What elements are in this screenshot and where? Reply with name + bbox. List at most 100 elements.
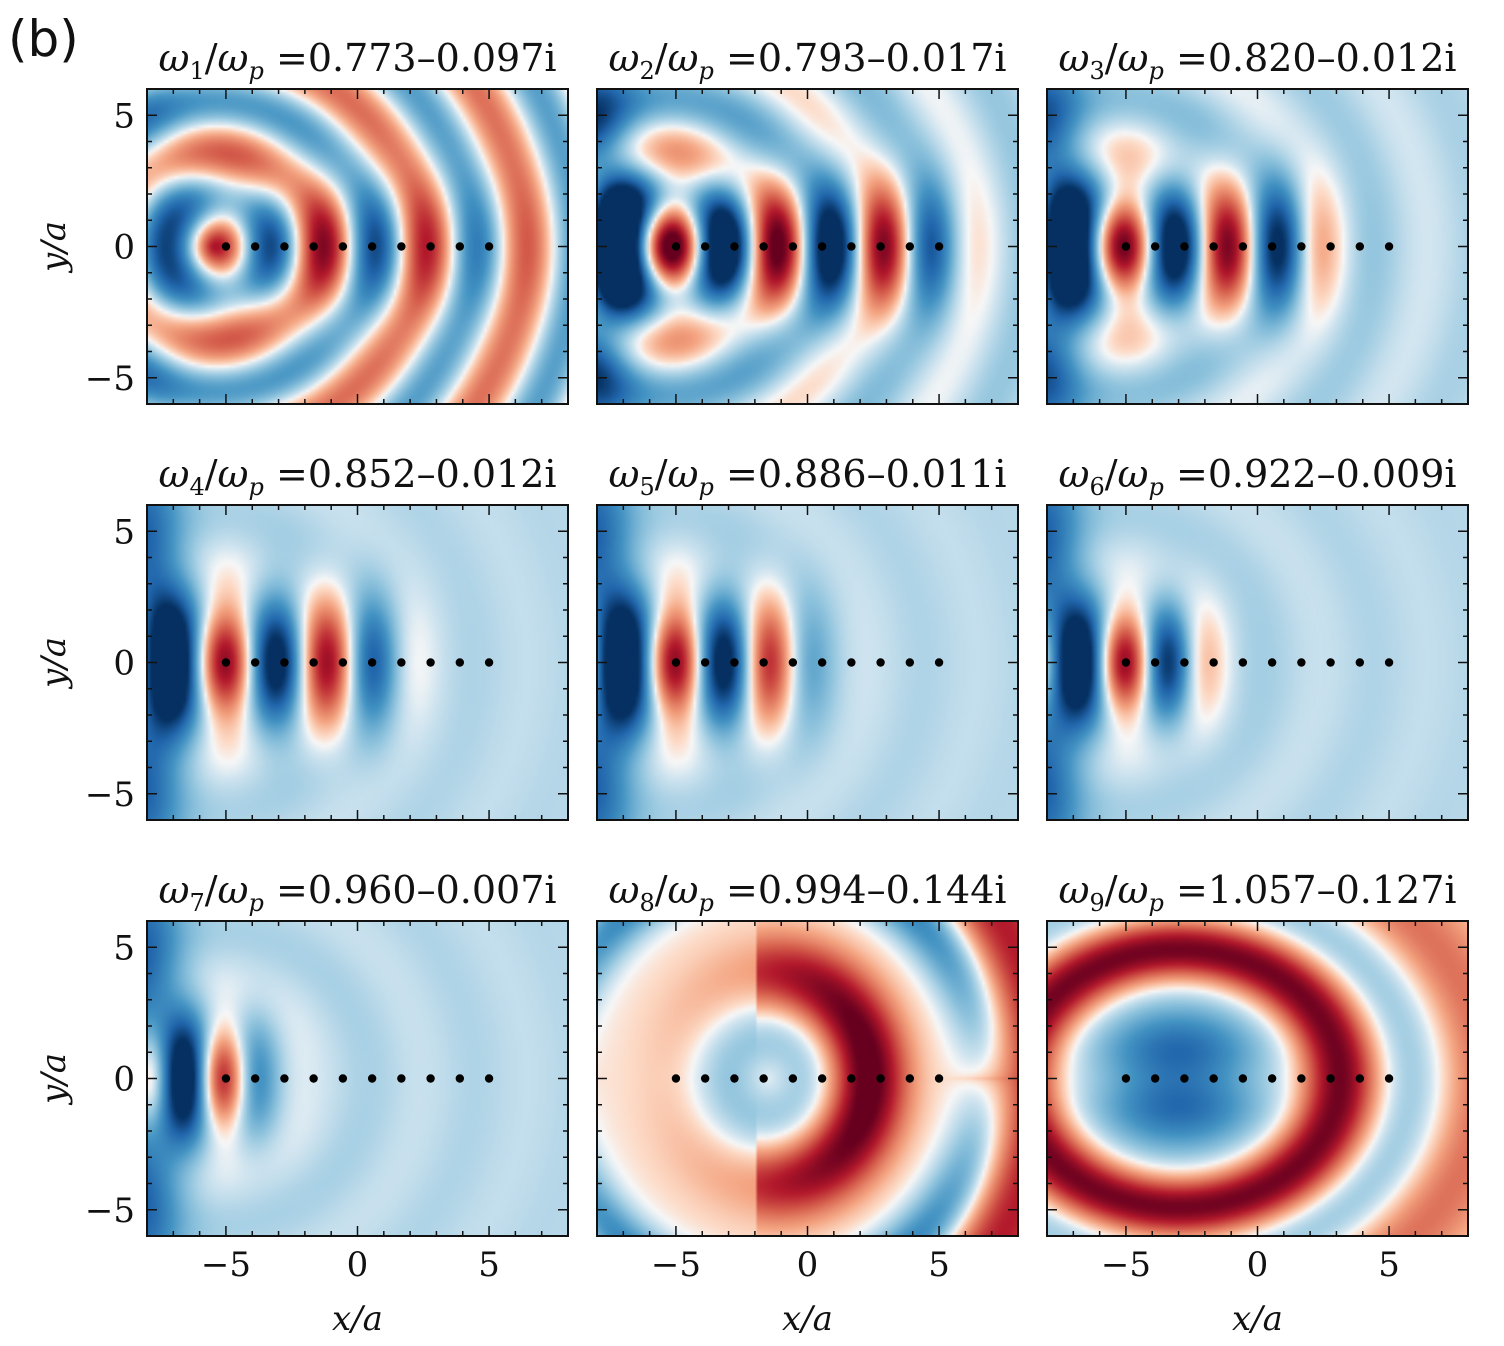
particle-dot bbox=[309, 658, 318, 667]
particle-dot bbox=[671, 242, 681, 251]
particle-dot bbox=[905, 242, 915, 251]
mode-index: 2 bbox=[639, 57, 654, 85]
eigenfrequency-value: =0.886–0.011i bbox=[714, 452, 1007, 496]
mode-index: 3 bbox=[1089, 57, 1104, 85]
particle-dot bbox=[1355, 1074, 1365, 1083]
particle-dot bbox=[1150, 1074, 1160, 1083]
mode-index: 7 bbox=[189, 889, 204, 917]
panel-title: ω5/ωp =0.886–0.011i bbox=[608, 452, 1006, 501]
particle-dot bbox=[759, 242, 768, 251]
x-tick-label: 5 bbox=[928, 1245, 950, 1285]
particle-dot bbox=[1180, 1074, 1189, 1083]
particle-dot bbox=[309, 242, 318, 251]
heatmap-panel-9: ω9/ωp =1.057–0.127i−5 0 5x/a bbox=[1046, 868, 1469, 1339]
eigenfrequency-value: =0.994–0.144i bbox=[714, 868, 1007, 912]
slash: / bbox=[655, 36, 668, 80]
field-map bbox=[597, 505, 1018, 820]
particle-dot bbox=[847, 242, 856, 251]
particle-dot bbox=[730, 658, 739, 667]
eigenfrequency-value: =0.922–0.009i bbox=[1164, 452, 1457, 496]
omega-p-symbol: ω bbox=[1118, 452, 1149, 496]
heatmap-panel-2: ω2/ωp =0.793–0.017i bbox=[596, 36, 1019, 405]
particle-dot bbox=[1238, 658, 1248, 667]
heatmap-panel-3: ω3/ωp =0.820–0.012i bbox=[1046, 36, 1469, 405]
y-tick-label: −5 bbox=[85, 1191, 135, 1231]
x-tick-label: 5 bbox=[478, 1245, 500, 1285]
field-map bbox=[1047, 505, 1468, 820]
eigenfrequency-value: =0.852–0.012i bbox=[264, 452, 557, 496]
mode-index: 5 bbox=[639, 473, 654, 501]
eigenfrequency-value: =0.820–0.012i bbox=[1164, 36, 1457, 80]
omega-symbol: ω bbox=[158, 452, 189, 496]
omega-symbol: ω bbox=[608, 868, 639, 912]
particle-dot bbox=[759, 1074, 768, 1083]
panel-title: ω3/ωp =0.820–0.012i bbox=[1058, 36, 1456, 85]
particle-dot bbox=[700, 242, 710, 251]
particle-dot bbox=[788, 1074, 798, 1083]
particle-dot bbox=[934, 658, 944, 667]
field-map bbox=[147, 89, 568, 404]
panel-title: ω6/ωp =0.922–0.009i bbox=[1058, 452, 1456, 501]
particle-dot bbox=[280, 658, 289, 667]
x-tick-label: 0 bbox=[797, 1245, 819, 1285]
mode-index: 9 bbox=[1089, 889, 1104, 917]
omega-symbol: ω bbox=[1058, 452, 1089, 496]
particle-dot bbox=[817, 242, 827, 251]
y-tick-label: 5 bbox=[113, 928, 135, 968]
panel-title: ω4/ωp =0.852–0.012i bbox=[158, 452, 556, 501]
heatmap-panel-6: ω6/ωp =0.922–0.009i bbox=[1046, 452, 1469, 821]
p-index: p bbox=[1149, 57, 1164, 85]
particle-dot bbox=[876, 1074, 885, 1083]
particle-dot bbox=[309, 1074, 318, 1083]
p-index: p bbox=[249, 889, 264, 917]
omega-symbol: ω bbox=[158, 36, 189, 80]
particle-dot bbox=[671, 1074, 681, 1083]
particle-dot bbox=[1209, 1074, 1218, 1083]
heatmap-panel-5: ω5/ωp =0.886–0.011i bbox=[596, 452, 1019, 821]
x-tick-label: 5 bbox=[1378, 1245, 1400, 1285]
x-tick-label: −5 bbox=[651, 1245, 701, 1285]
particle-dot bbox=[1150, 242, 1160, 251]
particle-dot bbox=[1238, 242, 1248, 251]
omega-p-symbol: ω bbox=[218, 36, 249, 80]
eigenfrequency-value: =0.960–0.007i bbox=[264, 868, 557, 912]
particle-dot bbox=[876, 658, 885, 667]
slash: / bbox=[655, 452, 668, 496]
particle-dot bbox=[700, 1074, 710, 1083]
y-axis-label: y/a bbox=[34, 1053, 74, 1106]
particle-dot bbox=[338, 658, 348, 667]
p-index: p bbox=[699, 473, 714, 501]
particle-dot bbox=[250, 658, 260, 667]
particle-dot bbox=[759, 658, 768, 667]
particle-dot bbox=[397, 658, 406, 667]
particle-dot bbox=[221, 658, 231, 667]
panel-title: ω9/ωp =1.057–0.127i bbox=[1058, 868, 1456, 917]
slash: / bbox=[1105, 36, 1118, 80]
particle-dot bbox=[1121, 658, 1131, 667]
particle-dot bbox=[484, 1074, 494, 1083]
p-index: p bbox=[1149, 889, 1164, 917]
y-tick-label: −5 bbox=[85, 775, 135, 815]
particle-dot bbox=[367, 242, 377, 251]
particle-dot bbox=[1326, 658, 1335, 667]
omega-p-symbol: ω bbox=[218, 452, 249, 496]
particle-dot bbox=[1326, 1074, 1335, 1083]
omega-symbol: ω bbox=[1058, 868, 1089, 912]
particle-dot bbox=[367, 1074, 377, 1083]
omega-symbol: ω bbox=[158, 868, 189, 912]
mode-index: 1 bbox=[189, 57, 204, 85]
particle-dot bbox=[280, 1074, 289, 1083]
particle-dot bbox=[1180, 658, 1189, 667]
particle-dot bbox=[280, 242, 289, 251]
particle-dot bbox=[730, 1074, 739, 1083]
panel-label: (b) bbox=[8, 10, 79, 68]
particle-dot bbox=[250, 1074, 260, 1083]
particle-dot bbox=[367, 658, 377, 667]
y-tick-label: 5 bbox=[113, 512, 135, 552]
omega-symbol: ω bbox=[608, 452, 639, 496]
y-tick-label: −5 bbox=[85, 359, 135, 399]
p-index: p bbox=[249, 57, 264, 85]
particle-dot bbox=[338, 1074, 348, 1083]
